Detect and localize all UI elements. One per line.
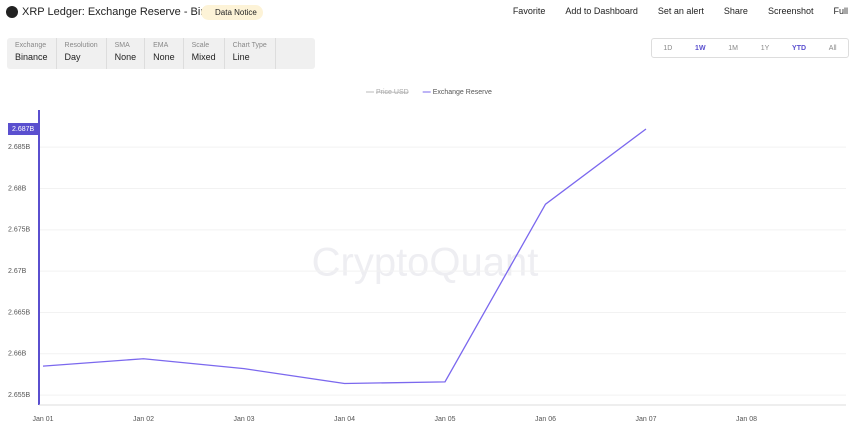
logo-icon [6, 6, 18, 18]
range-button[interactable]: 1M [728, 44, 739, 52]
y-tick-label: 2.67B [8, 268, 27, 275]
control[interactable]: Exchange Binance [7, 38, 57, 69]
control[interactable]: Resolution Day [57, 38, 107, 69]
control[interactable]: EMA None [145, 38, 184, 69]
control-label: Chart Type [232, 42, 267, 49]
range-button[interactable]: All [828, 44, 837, 52]
control-label: Exchange [15, 42, 47, 49]
action-button[interactable]: Favorite [512, 6, 546, 16]
data-line [42, 128, 647, 385]
action-button[interactable]: Full [833, 6, 848, 16]
control[interactable]: Scale Mixed [184, 38, 225, 69]
x-tick-label: Jan 05 [434, 416, 455, 423]
control-value: Mixed [191, 52, 216, 62]
legend-label: Exchange Reserve [433, 89, 492, 96]
action-button[interactable]: Add to Dashboard [565, 6, 638, 16]
action-button[interactable]: Share [723, 6, 748, 16]
control-label: EMA [153, 42, 169, 49]
control-label: SMA [114, 42, 130, 49]
control-value: Binance [15, 52, 48, 62]
control-value: None [153, 52, 175, 62]
range-button[interactable]: 1Y [760, 44, 770, 52]
x-tick-label: Jan 06 [535, 416, 556, 423]
range-button[interactable]: 1D [663, 44, 673, 52]
chart: CryptoQuant 2.655B 2.66B 2.665B 2.67B 2.675B 2… [8, 89, 846, 423]
control[interactable]: SMA None [107, 38, 146, 69]
x-tick-label: Jan 03 [233, 416, 254, 423]
y-tick-label: 2.66B [8, 351, 27, 358]
x-tick-label: Jan 01 [32, 416, 53, 423]
control-label: Resolution [64, 42, 98, 49]
range-button[interactable]: 1W [695, 44, 706, 52]
controls: Exchange Binance Resolution Day SMA None EMA No… [7, 38, 315, 69]
range-selector: 1D 1W 1M 1Y YTD All [651, 38, 849, 58]
value-label: 2.687B [12, 126, 35, 133]
control-value: Line [232, 52, 250, 62]
x-tick-label: Jan 07 [635, 416, 656, 423]
legend-label: Price USD [376, 89, 409, 96]
control-value: None [114, 52, 137, 62]
y-tick-label: 2.665B [8, 309, 31, 316]
y-tick-label: 2.655B [8, 392, 31, 399]
x-tick-label: Jan 08 [736, 416, 757, 423]
value-label-box [8, 123, 39, 136]
y-tick-label: 2.685B [8, 144, 31, 151]
watermark: CryptoQuant [312, 241, 539, 285]
x-tick-label: Jan 02 [133, 416, 154, 423]
control-label: Scale [191, 42, 210, 49]
action-button[interactable]: Screenshot [767, 6, 814, 16]
y-tick-label: 2.675B [8, 227, 31, 234]
x-tick-label: Jan 04 [334, 416, 355, 423]
control-value: Day [64, 52, 81, 62]
actions: Favorite Add to Dashboard Set an alert Shar… [513, 6, 848, 16]
action-button[interactable]: Set an alert [657, 6, 704, 16]
page-title: XRP Ledger: Exchange Reserve - Binance [22, 6, 231, 18]
data-notice[interactable]: Data Notice [201, 5, 263, 20]
header: XRP Ledger: Exchange Reserve - Binance D… [0, 0, 860, 25]
range-button[interactable]: YTD [792, 44, 807, 52]
control[interactable]: Chart Type Line [225, 38, 276, 69]
y-tick-label: 2.68B [8, 185, 27, 192]
